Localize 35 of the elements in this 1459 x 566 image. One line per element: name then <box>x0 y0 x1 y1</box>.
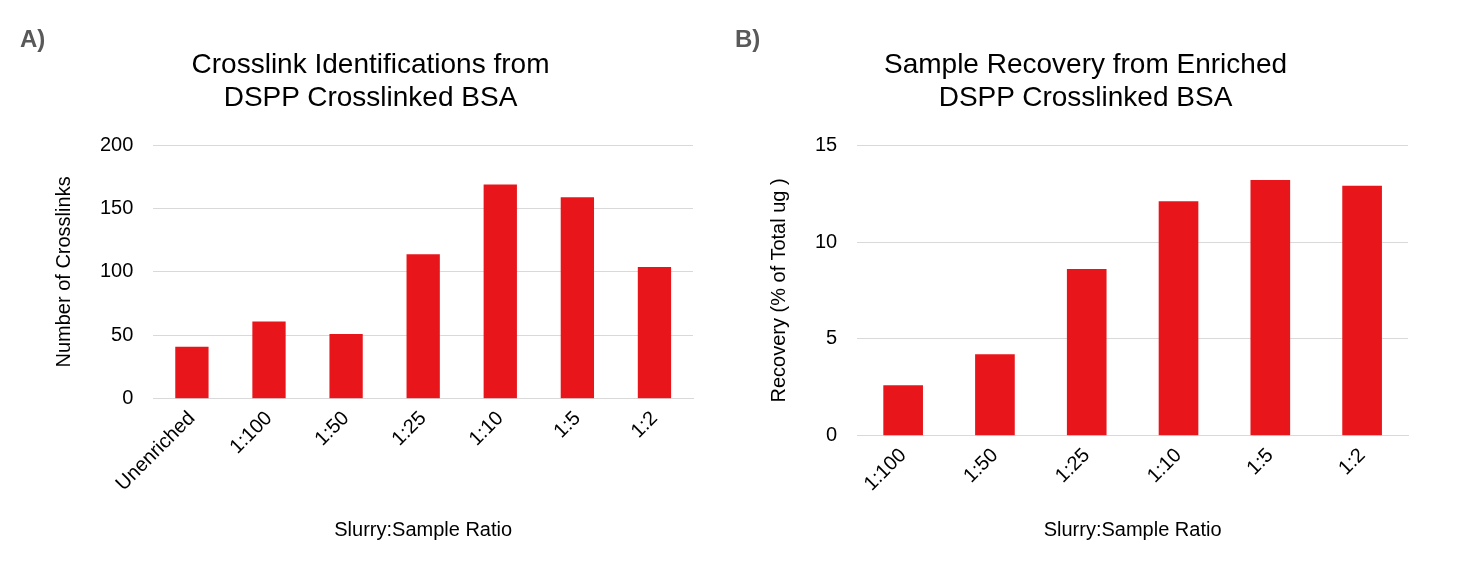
chart-title: Crosslink Identifications from DSPP Crosslinked BSA <box>191 47 550 113</box>
y-tick-label: 0 <box>826 423 838 446</box>
bar <box>975 354 1015 436</box>
y-tick-label: 100 <box>99 259 134 282</box>
bar <box>1158 201 1199 436</box>
y-tick-label: 0 <box>122 386 134 409</box>
bar <box>406 254 440 399</box>
x-axis-title: Slurry:Sample Ratio <box>334 517 513 540</box>
y-tick-label: 10 <box>815 229 838 252</box>
bar <box>329 334 363 399</box>
y-axis-title: Number of Crosslinks <box>51 176 74 368</box>
bar <box>883 385 923 436</box>
text: B) <box>735 24 761 52</box>
x-tick-label: 1:2 <box>625 406 662 442</box>
bar <box>1342 185 1382 436</box>
y-axis-title: Recovery (% of Total ug ) <box>766 178 789 403</box>
y-tick-label: 200 <box>99 132 134 155</box>
bar <box>1250 180 1291 436</box>
bar <box>175 346 209 399</box>
bar <box>252 321 286 399</box>
bar <box>560 197 595 399</box>
bar <box>1066 269 1107 436</box>
y-tick-label: 15 <box>815 132 838 155</box>
x-tick-label: 1:2 <box>1333 443 1369 479</box>
x-axis-title: Slurry:Sample Ratio <box>1043 517 1222 540</box>
chart-title: Sample Recovery from Enriched DSPP Crosslinked BSA <box>883 47 1288 113</box>
bar <box>483 184 517 399</box>
y-tick-label: 5 <box>826 326 838 349</box>
bar <box>637 266 672 399</box>
y-tick-label: 50 <box>111 322 134 345</box>
y-tick-label: 150 <box>99 196 134 219</box>
text: A) <box>20 24 46 52</box>
x-tick-label: 1:10 <box>1142 443 1186 487</box>
x-tick-label: 1:5 <box>1241 443 1278 479</box>
x-tick-label: 1:5 <box>548 406 585 442</box>
